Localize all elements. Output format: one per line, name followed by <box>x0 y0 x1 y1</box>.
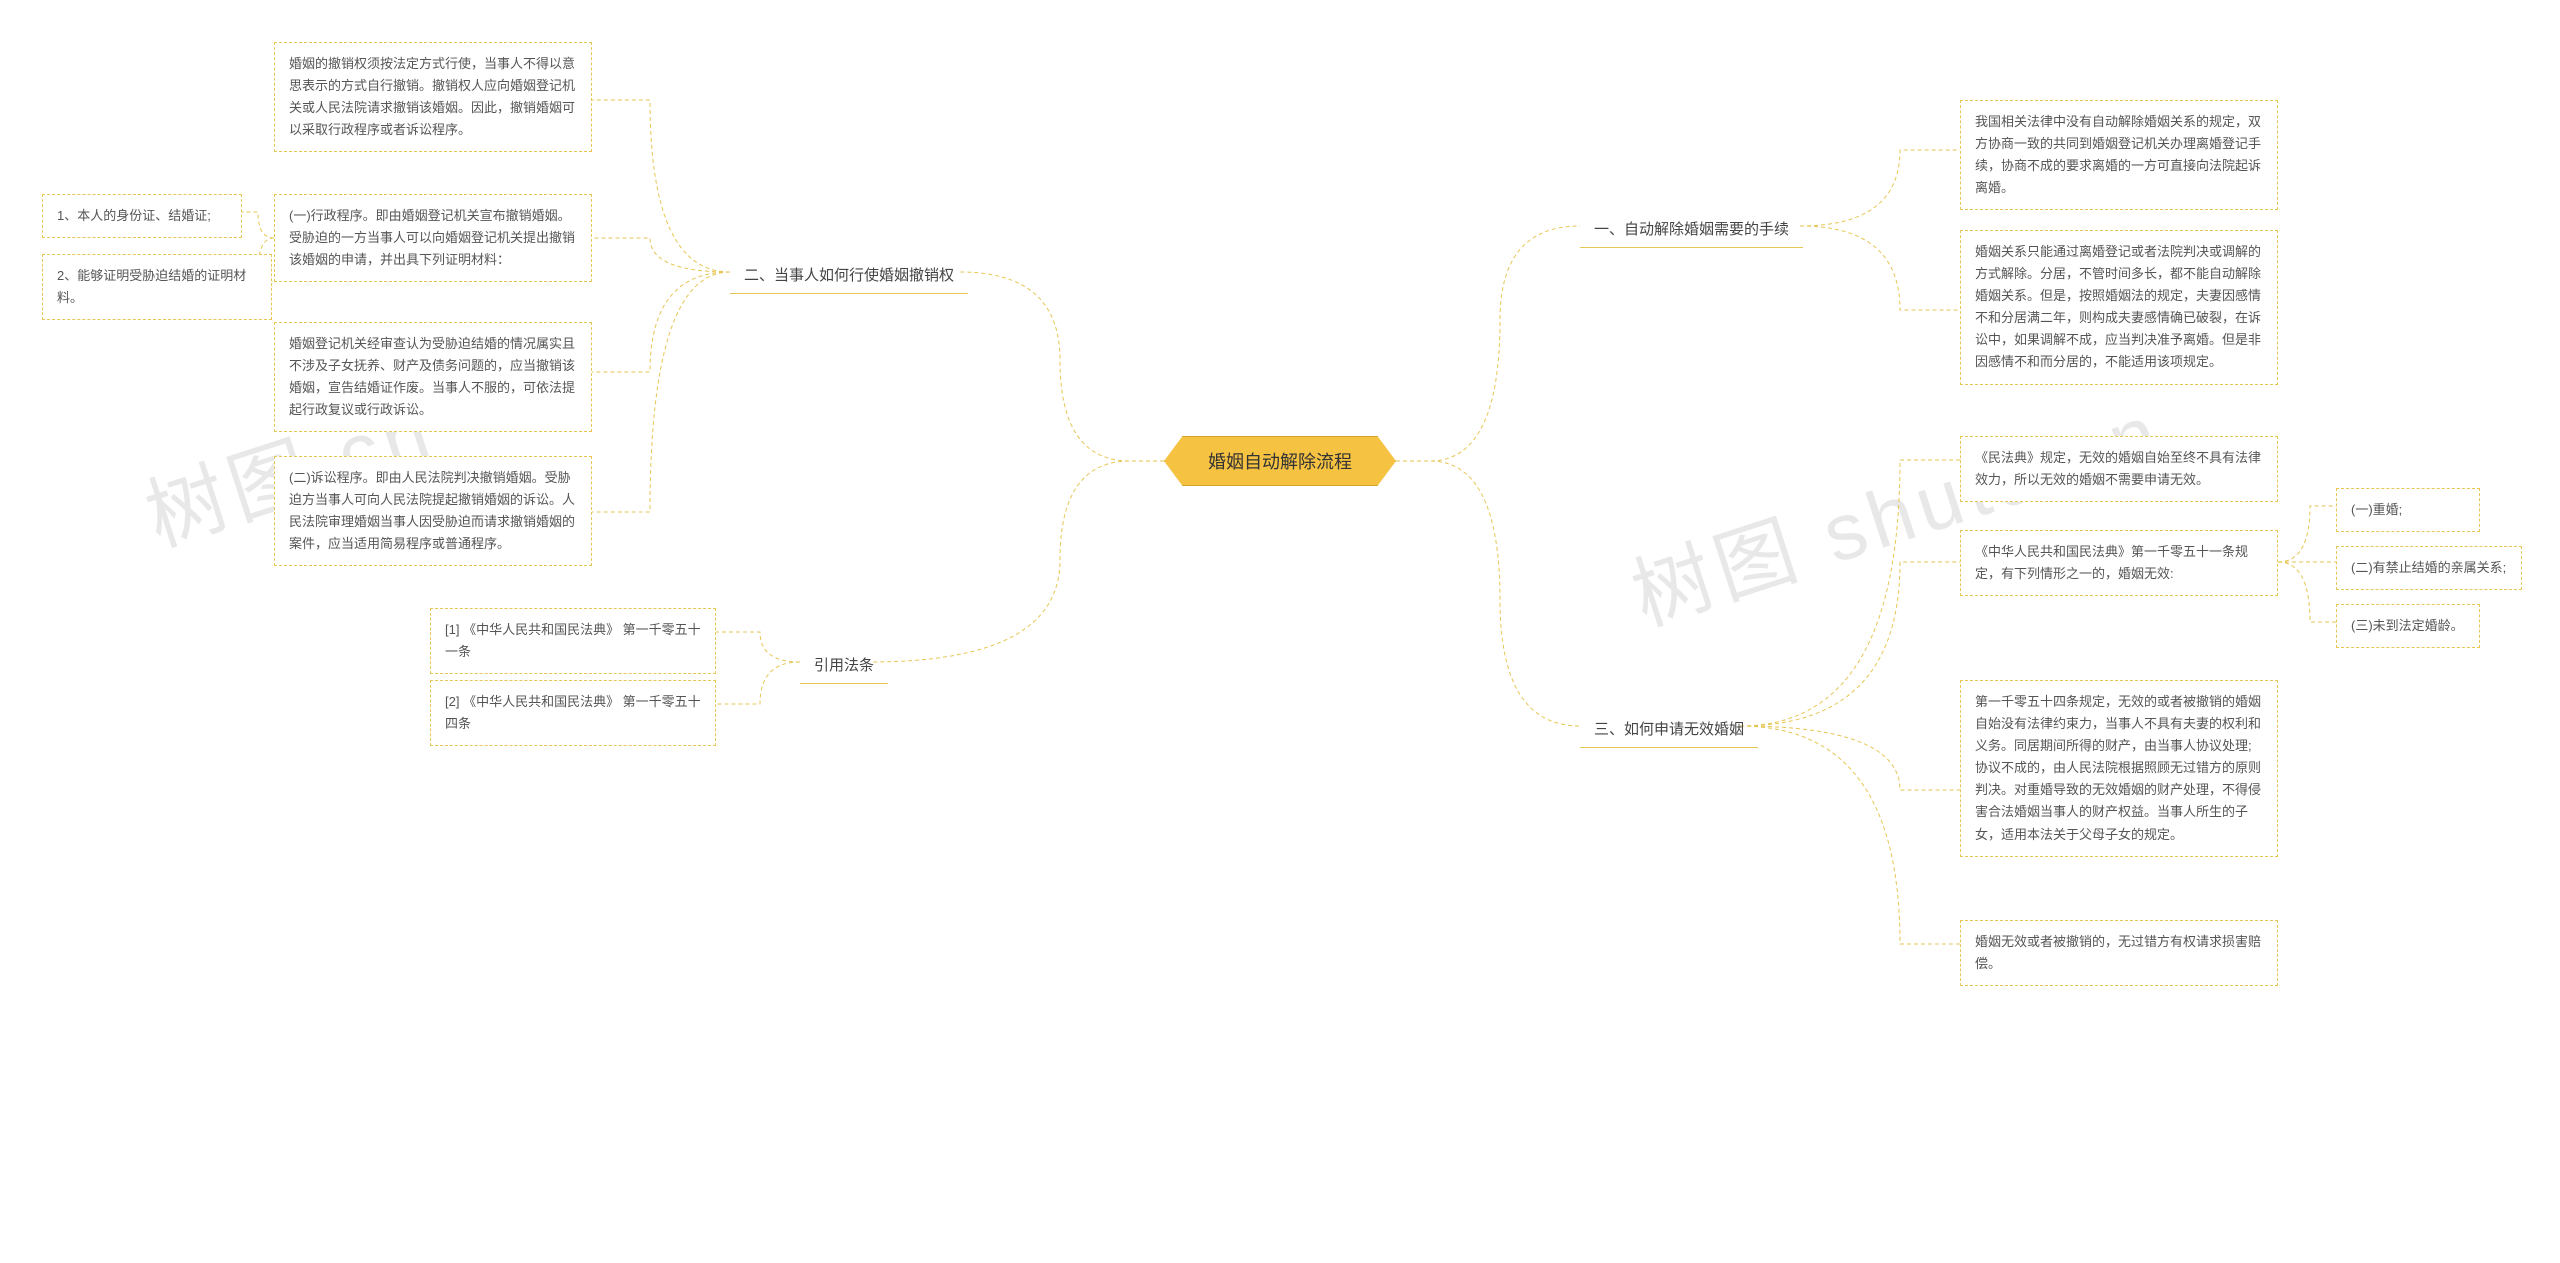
connector <box>960 272 1164 461</box>
connector <box>716 662 800 704</box>
connector <box>2278 562 2336 622</box>
leaf-l2-b: (一)行政程序。即由婚姻登记机关宣布撤销婚姻。受胁迫的一方当事人可以向婚姻登记机… <box>274 194 592 282</box>
leaf-r3-sub3: (三)未到法定婚龄。 <box>2336 604 2480 648</box>
branch-right-1[interactable]: 一、自动解除婚姻需要的手续 <box>1580 210 1803 248</box>
connector <box>592 272 730 372</box>
connector <box>1740 726 1960 944</box>
branch-left-2[interactable]: 二、当事人如何行使婚姻撤销权 <box>730 256 968 294</box>
connector <box>1396 226 1580 461</box>
leaf-r3-sub2: (二)有禁止结婚的亲属关系; <box>2336 546 2522 590</box>
watermark-2: 树图 shutu.cn <box>1616 368 2176 648</box>
leaf-r3-c: 第一千零五十四条规定，无效的或者被撤销的婚姻自始没有法律约束力，当事人不具有夫妻… <box>1960 680 2278 857</box>
connector <box>242 212 274 238</box>
leaf-ref1: [1] 《中华人民共和国民法典》 第一千零五十一条 <box>430 608 716 674</box>
leaf-ref2: [2] 《中华人民共和国民法典》 第一千零五十四条 <box>430 680 716 746</box>
connector <box>1396 461 1580 726</box>
leaf-l2-c: 婚姻登记机关经审查认为受胁迫结婚的情况属实且不涉及子女抚养、财产及债务问题的，应… <box>274 322 592 432</box>
leaf-r3-sub1: (一)重婚; <box>2336 488 2480 532</box>
connector <box>592 272 730 512</box>
branch-r3-sub[interactable]: 《中华人民共和国民法典》第一千零五十一条规定，有下列情形之一的，婚姻无效: <box>1960 530 2278 596</box>
connector <box>592 238 730 272</box>
leaf-r3-d: 婚姻无效或者被撤销的，无过错方有权请求损害赔偿。 <box>1960 920 2278 986</box>
connector <box>716 632 800 662</box>
connector <box>1800 226 1960 310</box>
connector <box>1740 726 1960 790</box>
connector <box>1740 460 1960 726</box>
connector <box>592 100 730 272</box>
leaf-r1-b: 婚姻关系只能通过离婚登记或者法院判决或调解的方式解除。分居，不管时间多长，都不能… <box>1960 230 2278 385</box>
leaf-r3-a: 《民法典》规定，无效的婚姻自始至终不具有法律效力，所以无效的婚姻不需要申请无效。 <box>1960 436 2278 502</box>
connector <box>2278 506 2336 562</box>
leaf-l2-a: 婚姻的撤销权须按法定方式行使，当事人不得以意思表示的方式自行撤销。撤销权人应向婚… <box>274 42 592 152</box>
root-node[interactable]: 婚姻自动解除流程 <box>1164 436 1396 486</box>
leaf-l2-b2: 2、能够证明受胁迫结婚的证明材料。 <box>42 254 272 320</box>
connector <box>1740 562 1960 726</box>
leaf-l2-b1: 1、本人的身份证、结婚证; <box>42 194 242 238</box>
connector <box>1800 150 1960 226</box>
branch-right-3[interactable]: 三、如何申请无效婚姻 <box>1580 710 1758 748</box>
leaf-r1-a: 我国相关法律中没有自动解除婚姻关系的规定，双方协商一致的共同到婚姻登记机关办理离… <box>1960 100 2278 210</box>
branch-left-ref[interactable]: 引用法条 <box>800 646 888 684</box>
leaf-l2-d: (二)诉讼程序。即由人民法院判决撤销婚姻。受胁迫方当事人可向人民法院提起撤销婚姻… <box>274 456 592 566</box>
connector <box>870 461 1164 662</box>
